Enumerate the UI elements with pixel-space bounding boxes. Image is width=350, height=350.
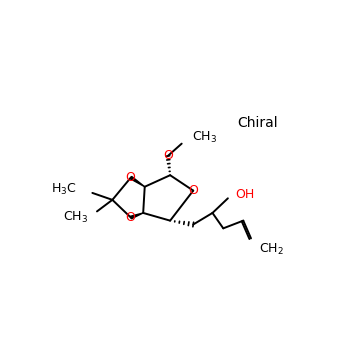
Text: H$_3$C: H$_3$C <box>51 182 77 197</box>
Text: OH: OH <box>236 188 255 201</box>
Text: O: O <box>188 184 198 197</box>
Polygon shape <box>131 213 143 219</box>
Text: O: O <box>125 171 135 184</box>
Text: O: O <box>163 149 173 162</box>
Text: CH$_2$: CH$_2$ <box>259 242 284 257</box>
Polygon shape <box>130 176 145 187</box>
Text: CH$_3$: CH$_3$ <box>63 210 88 225</box>
Text: O: O <box>125 211 135 224</box>
Text: CH$_3$: CH$_3$ <box>193 130 218 145</box>
Text: Chiral: Chiral <box>237 116 278 130</box>
